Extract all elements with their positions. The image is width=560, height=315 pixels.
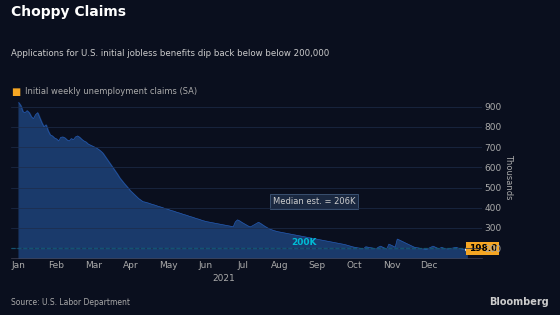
Text: 2021: 2021 bbox=[213, 274, 235, 284]
Text: ■: ■ bbox=[11, 87, 21, 97]
Text: Choppy Claims: Choppy Claims bbox=[11, 5, 126, 19]
Text: Applications for U.S. initial jobless benefits dip back below below 200,000: Applications for U.S. initial jobless be… bbox=[11, 49, 329, 58]
Text: 200K: 200K bbox=[291, 238, 317, 247]
Text: Source: U.S. Labor Department: Source: U.S. Labor Department bbox=[11, 298, 130, 307]
Text: 198.0: 198.0 bbox=[469, 244, 497, 253]
Text: Median est. = 206K: Median est. = 206K bbox=[273, 197, 355, 206]
Text: Initial weekly unemployment claims (SA): Initial weekly unemployment claims (SA) bbox=[25, 87, 197, 96]
Y-axis label: Thousands: Thousands bbox=[504, 154, 513, 199]
Text: Bloomberg: Bloomberg bbox=[489, 297, 549, 307]
